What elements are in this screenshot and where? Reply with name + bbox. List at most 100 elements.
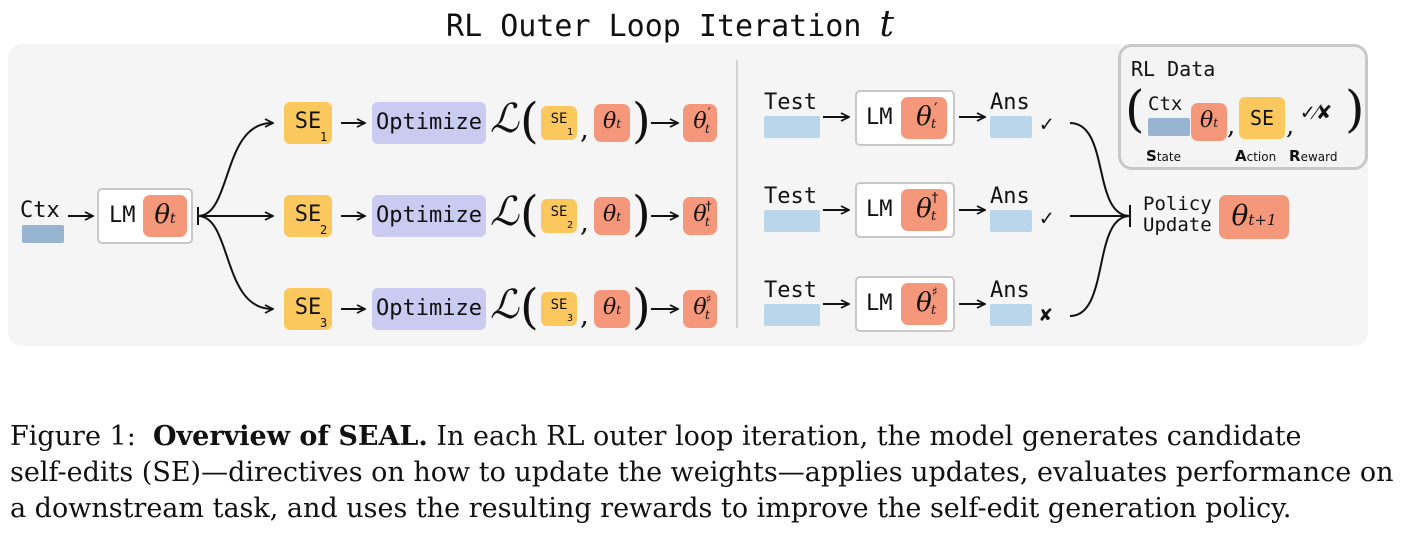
rl-data-title: RL Data — [1131, 57, 1216, 81]
se-box-3: SE 3 — [284, 288, 332, 330]
eval-theta-3: θ — [916, 288, 932, 318]
loss-symbol-3: ℒ — [490, 282, 519, 328]
eval-theta-1: θ — [916, 102, 932, 132]
eval-lm-box-3: LM θ ♯ t — [855, 276, 955, 332]
title-variable: t — [879, 4, 894, 45]
paren-open-1: ( — [520, 93, 539, 149]
panel-divider — [736, 60, 738, 328]
caption-bold: Overview of SEAL. — [152, 421, 428, 452]
se-sub-1: 1 — [320, 130, 328, 144]
result-check-1: ✓ — [1040, 112, 1054, 137]
ans-block-1 — [990, 116, 1032, 138]
rl-paren-open: ( — [1125, 80, 1145, 138]
loss-se-box-1: SE 1 — [541, 106, 577, 140]
ans-label-2: Ans — [990, 184, 1030, 209]
result-check-2: ✓ — [1040, 206, 1054, 231]
rl-comma-1: , — [1227, 111, 1236, 141]
rl-reward-symbol: ✓⁄✘ — [1301, 100, 1332, 125]
theta-result-box-3: θ ♯ t — [683, 290, 717, 328]
se-box-1: SE 1 — [284, 102, 332, 144]
loss-se-sub-3: 3 — [567, 313, 574, 324]
se-sub-2: 2 — [320, 223, 328, 237]
loss-comma-2: , — [580, 205, 589, 238]
rl-action-cap: A — [1235, 147, 1247, 165]
paren-close-3: ) — [632, 279, 651, 335]
rl-ctx-block — [1148, 118, 1190, 136]
policy-line-1: Policy — [1143, 193, 1212, 215]
se-label-1: SE — [294, 109, 322, 134]
loss-se-label-3: SE — [550, 297, 568, 313]
theta-result-sub-2: t — [705, 215, 710, 229]
loss-theta-2: θ — [602, 202, 617, 227]
paren-open-3: ( — [520, 279, 539, 335]
rl-paren-close: ) — [1345, 80, 1365, 138]
eval-theta-box-3: θ ♯ t — [901, 283, 947, 325]
eval-lm-box-2: LM θ † t — [855, 182, 955, 238]
loss-symbol-1: ℒ — [490, 96, 519, 142]
lm-box: LM θt — [97, 188, 193, 244]
arrow-branch-3 — [197, 215, 272, 309]
theta-result-1: θ — [693, 109, 707, 134]
rl-theta-sub: t — [1213, 116, 1219, 130]
caption-line-3: a downstream task, and uses the resultin… — [10, 493, 1292, 524]
test-label-3: Test — [764, 278, 817, 303]
paren-open-2: ( — [520, 186, 539, 242]
caption-prefix: Figure 1: — [10, 421, 136, 452]
ctx-label: Ctx — [20, 198, 60, 223]
optimize-box-1: Optimize — [372, 102, 486, 144]
arrow-branch-1 — [197, 123, 272, 217]
se-label-3: SE — [294, 295, 322, 320]
eval-theta-2: θ — [916, 194, 932, 224]
se-sub-3: 3 — [320, 316, 328, 330]
merge-curve-3 — [1069, 215, 1131, 317]
loss-theta-sub-3: t — [616, 303, 622, 317]
eval-theta-mark-2: † — [931, 191, 939, 206]
title-text: RL Outer Loop Iteration — [446, 9, 862, 44]
diagram-title: RL Outer Loop Iteration t — [0, 4, 1340, 45]
eval-theta-mark-1: ′ — [931, 99, 941, 118]
rl-reward-cap: R — [1289, 147, 1301, 165]
rl-state-rest: tate — [1156, 150, 1181, 164]
caption-line-1: Figure 1: Overview of SEAL. In each RL o… — [10, 420, 1405, 454]
loss-comma-3: , — [580, 298, 589, 331]
theta-result-2: θ — [693, 202, 707, 227]
test-block-1 — [764, 116, 820, 138]
paren-close-1: ) — [632, 93, 651, 149]
eval-theta-sub-1: t — [931, 117, 937, 132]
theta-result-box-2: θ † t — [683, 197, 717, 235]
theta-mark-3: ♯ — [705, 292, 713, 306]
lm-label: LM — [109, 203, 136, 228]
theta-next: θ — [1231, 199, 1249, 232]
eval-theta-box-2: θ † t — [901, 189, 947, 231]
eval-theta-sub-3: t — [931, 303, 937, 318]
loss-theta-box-1: θt — [594, 104, 630, 142]
se-label-2: SE — [294, 202, 322, 227]
theta-next-sub: t+1 — [1248, 211, 1277, 229]
eval-lm-label-3: LM — [866, 291, 893, 316]
theta-result-sub-3: t — [705, 308, 710, 322]
ctx-block — [22, 225, 64, 243]
rl-reward-rest: eward — [1300, 150, 1338, 164]
loss-symbol-2: ℒ — [490, 189, 519, 235]
loss-theta-1: θ — [602, 109, 617, 134]
rl-ctx-label: Ctx — [1148, 93, 1183, 115]
merge-curve-1 — [1069, 122, 1131, 217]
policy-update-label: Policy Update — [1143, 194, 1212, 236]
rl-reward-caption: Reward — [1289, 147, 1337, 165]
rl-comma-2: , — [1286, 111, 1295, 141]
test-label-1: Test — [764, 90, 817, 115]
theta-result-sub-1: t — [705, 122, 710, 136]
result-cross-3: ✘ — [1040, 302, 1053, 326]
ans-block-2 — [990, 210, 1032, 232]
theta-mark-1: ′ — [705, 106, 714, 122]
theta-mark-2: † — [705, 199, 713, 213]
loss-se-sub-2: 2 — [567, 220, 574, 231]
caption-text-1: In each RL outer loop iteration, the mod… — [436, 421, 1302, 452]
loss-theta-box-3: θt — [594, 290, 630, 328]
loss-theta-box-2: θt — [594, 197, 630, 235]
loss-se-box-3: SE 3 — [541, 292, 577, 326]
loss-theta-3: θ — [602, 295, 617, 320]
loss-theta-sub-1: t — [616, 117, 622, 131]
rl-state-caption: State — [1146, 147, 1181, 165]
